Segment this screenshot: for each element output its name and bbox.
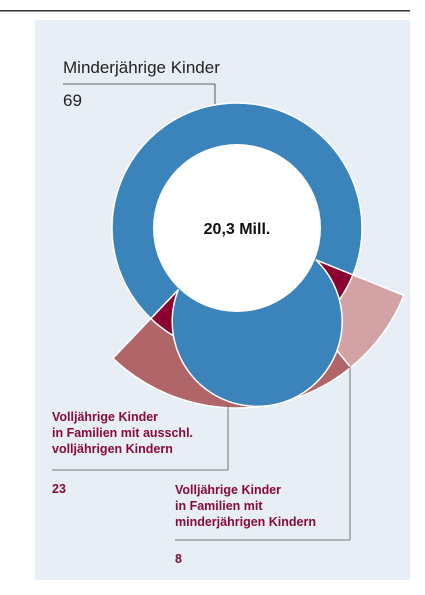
center-hole	[153, 144, 321, 312]
label-line: minderjährigen Kindern	[175, 515, 316, 529]
category-label: Volljährige Kinder in Familien mit aussch…	[52, 410, 193, 456]
label-line: Volljährige Kinder	[52, 410, 158, 424]
label-line: Minderjährige Kinder	[63, 58, 220, 77]
value-label: 23	[52, 482, 66, 496]
total-label: 20,3 Mill.	[204, 221, 271, 238]
label-line: in Familien mit	[175, 499, 263, 513]
label-line: in Familien mit ausschl.	[52, 426, 193, 440]
category-label: Volljährige Kinder in Familien mit minderj…	[175, 483, 316, 529]
value-label: 8	[175, 552, 182, 566]
label-line: Volljährige Kinder	[175, 483, 281, 497]
top-rule	[0, 10, 410, 12]
category-label: Minderjährige Kinder	[63, 58, 220, 77]
label-line: volljährigen Kindern	[52, 442, 173, 456]
value-label: 69	[63, 91, 82, 110]
